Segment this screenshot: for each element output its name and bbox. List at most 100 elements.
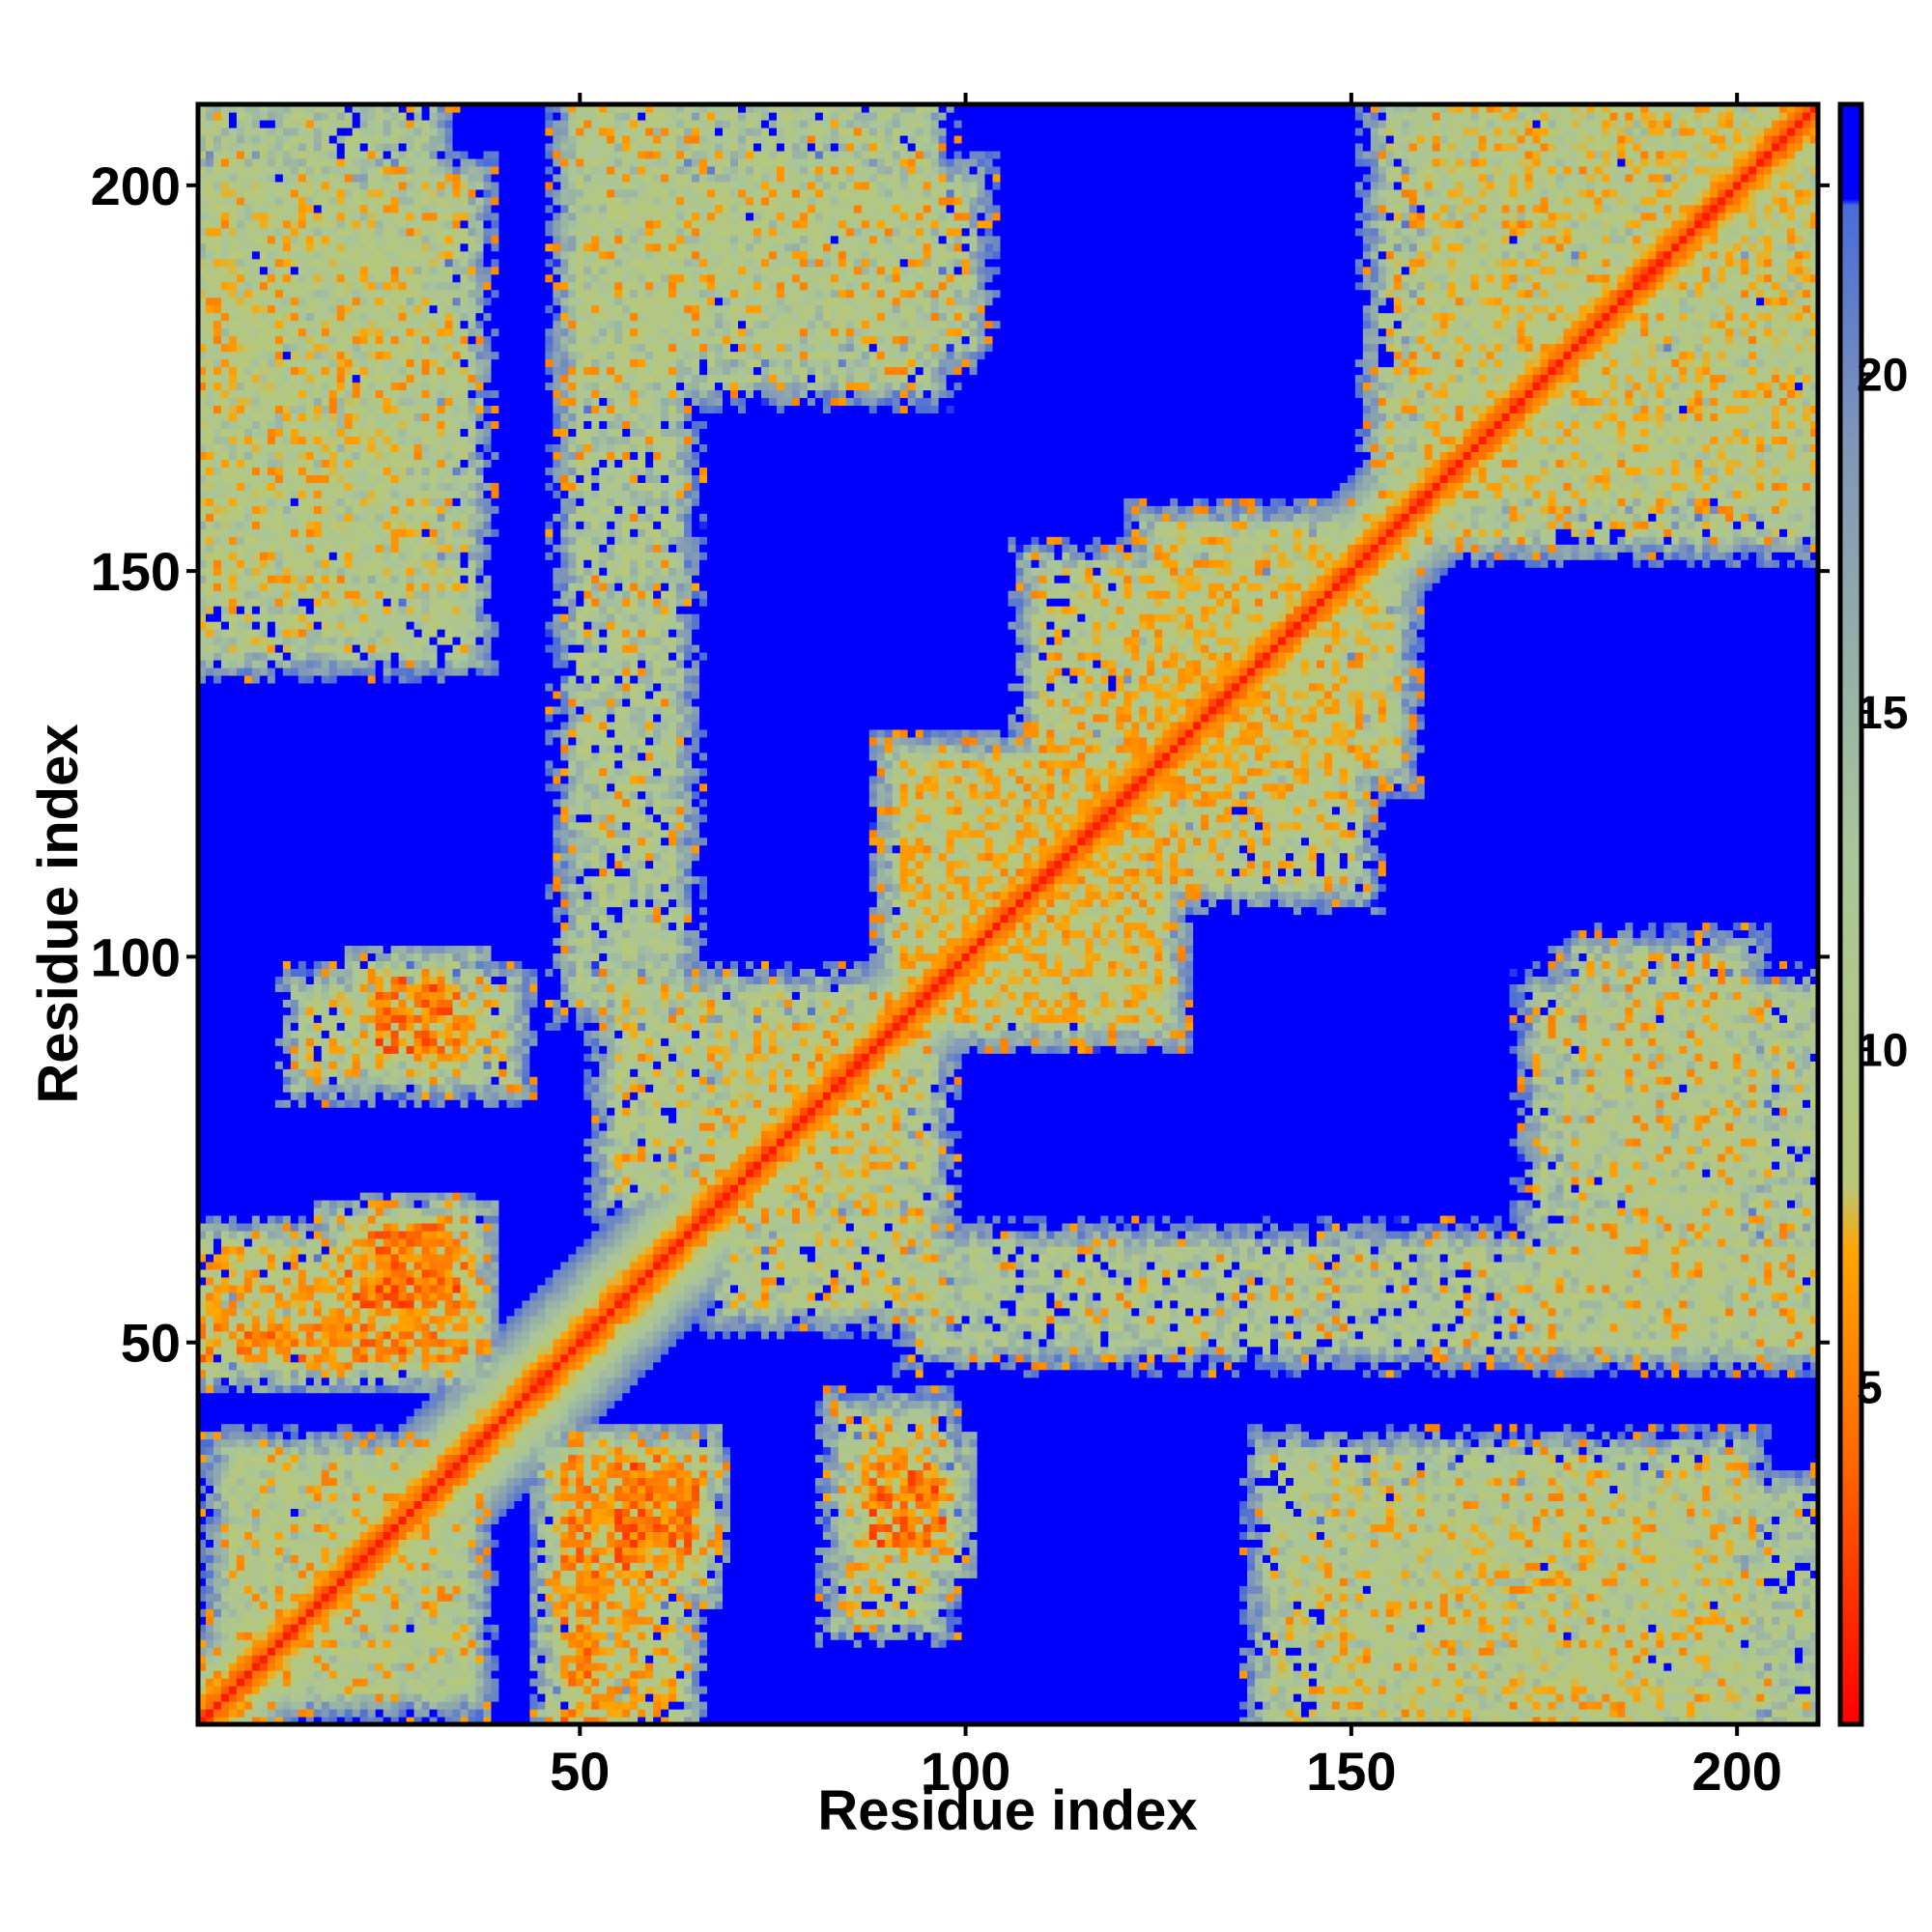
heatmap-cell [676, 1624, 685, 1633]
heatmap-cell [808, 1709, 816, 1718]
heatmap-cell [298, 1686, 307, 1694]
heatmap-cell [1023, 1647, 1032, 1656]
heatmap-cell [1247, 1670, 1256, 1679]
heatmap-cell [1748, 1701, 1757, 1710]
heatmap-cell [461, 1655, 469, 1663]
heatmap-cell [1054, 1608, 1063, 1617]
heatmap-cell [483, 1693, 492, 1702]
heatmap-cell [1001, 1701, 1009, 1710]
heatmap-cell [1779, 1639, 1788, 1648]
heatmap-cell [1069, 1632, 1078, 1640]
heatmap-cell [237, 1577, 245, 1586]
heatmap-cell [1031, 1639, 1039, 1648]
heatmap-cell [1031, 1570, 1039, 1578]
heatmap-cell [1748, 1655, 1757, 1663]
heatmap-cell [545, 1601, 554, 1609]
heatmap-cell [1232, 1570, 1240, 1578]
heatmap-cell [422, 1670, 431, 1679]
heatmap-cell [985, 1608, 994, 1617]
heatmap-cell [908, 1655, 917, 1663]
heatmap-cell [1085, 1647, 1094, 1656]
heatmap-cell [453, 1562, 462, 1571]
heatmap-cell [1795, 1632, 1804, 1640]
heatmap-cell [1355, 1662, 1364, 1671]
heatmap-cell [699, 1670, 708, 1679]
heatmap-cell [1663, 1709, 1672, 1718]
heatmap-cell [229, 1570, 238, 1578]
heatmap-cell [599, 1678, 608, 1687]
heatmap-cell [1324, 1616, 1333, 1625]
heatmap-cell [777, 1601, 785, 1609]
heatmap-cell [1733, 1593, 1742, 1602]
heatmap-cell [1663, 1585, 1672, 1594]
heatmap-cell [676, 1709, 685, 1718]
heatmap-cell [1648, 1639, 1657, 1648]
heatmap-cell [391, 1670, 400, 1679]
heatmap-cell [213, 1601, 222, 1609]
heatmap-cell [461, 1670, 469, 1679]
heatmap-cell [453, 1655, 462, 1663]
heatmap-cell [1162, 1701, 1171, 1710]
heatmap-cell [1001, 1693, 1009, 1702]
heatmap-cell [1093, 1601, 1101, 1609]
heatmap-cell [1772, 1678, 1780, 1687]
heatmap-cell [360, 1554, 369, 1563]
heatmap-cell [1772, 1593, 1780, 1602]
heatmap-cell [1617, 1678, 1626, 1687]
heatmap-cell [1541, 1662, 1549, 1671]
heatmap-cell [931, 1577, 940, 1586]
heatmap-cell [738, 1701, 747, 1710]
heatmap-cell [877, 1608, 886, 1617]
heatmap-cell [1417, 1655, 1426, 1663]
heatmap-cell [314, 1709, 323, 1718]
heatmap-cell [391, 1554, 400, 1563]
heatmap-cell [1718, 1686, 1726, 1694]
heatmap-cell [1386, 1709, 1395, 1718]
heatmap-cell [792, 1577, 801, 1586]
heatmap-cell [306, 1593, 315, 1602]
heatmap-cell [469, 1593, 477, 1602]
heatmap-cell [1332, 1601, 1341, 1609]
heatmap-cell [1185, 1585, 1194, 1594]
heatmap-cell [368, 1639, 377, 1648]
heatmap-cell [537, 1601, 546, 1609]
heatmap-cell [391, 1624, 400, 1633]
heatmap-cell [1433, 1686, 1441, 1694]
heatmap-cell [1371, 1601, 1379, 1609]
heatmap-cell [376, 1701, 384, 1710]
heatmap-cell [993, 1593, 1002, 1602]
heatmap-cell [1518, 1670, 1526, 1679]
heatmap-cell [1533, 1616, 1542, 1625]
heatmap-cell [1409, 1655, 1418, 1663]
heatmap-cell [453, 1608, 462, 1617]
heatmap-cell [353, 1585, 361, 1594]
heatmap-cell [260, 1670, 269, 1679]
heatmap-cell [1571, 1686, 1579, 1694]
heatmap-cell [368, 1601, 377, 1609]
heatmap-cell [846, 1562, 855, 1571]
heatmap-cell [1694, 1624, 1703, 1633]
heatmap-cell [306, 1678, 315, 1687]
heatmap-cell [483, 1709, 492, 1718]
heatmap-cell [1386, 1662, 1395, 1671]
heatmap-cell [792, 1662, 801, 1671]
heatmap-cell [838, 1639, 847, 1648]
heatmap-cell [1633, 1686, 1641, 1694]
heatmap-cell [1009, 1647, 1017, 1656]
heatmap-cell [1602, 1670, 1610, 1679]
heatmap-cell [522, 1686, 530, 1694]
heatmap-cell [653, 1647, 662, 1656]
heatmap-cell [1301, 1670, 1310, 1679]
heatmap-cell [831, 1678, 839, 1687]
heatmap-cell [1286, 1647, 1294, 1656]
heatmap-cell [291, 1709, 299, 1718]
heatmap-cell [1578, 1632, 1587, 1640]
heatmap-cell [869, 1678, 878, 1687]
heatmap-cell [800, 1686, 809, 1694]
heatmap-cell [962, 1577, 971, 1586]
heatmap-cell [1270, 1670, 1279, 1679]
heatmap-cell [475, 1693, 484, 1702]
heatmap-cell [1425, 1693, 1434, 1702]
heatmap-cell [322, 1601, 330, 1609]
heatmap-cell [498, 1639, 507, 1648]
